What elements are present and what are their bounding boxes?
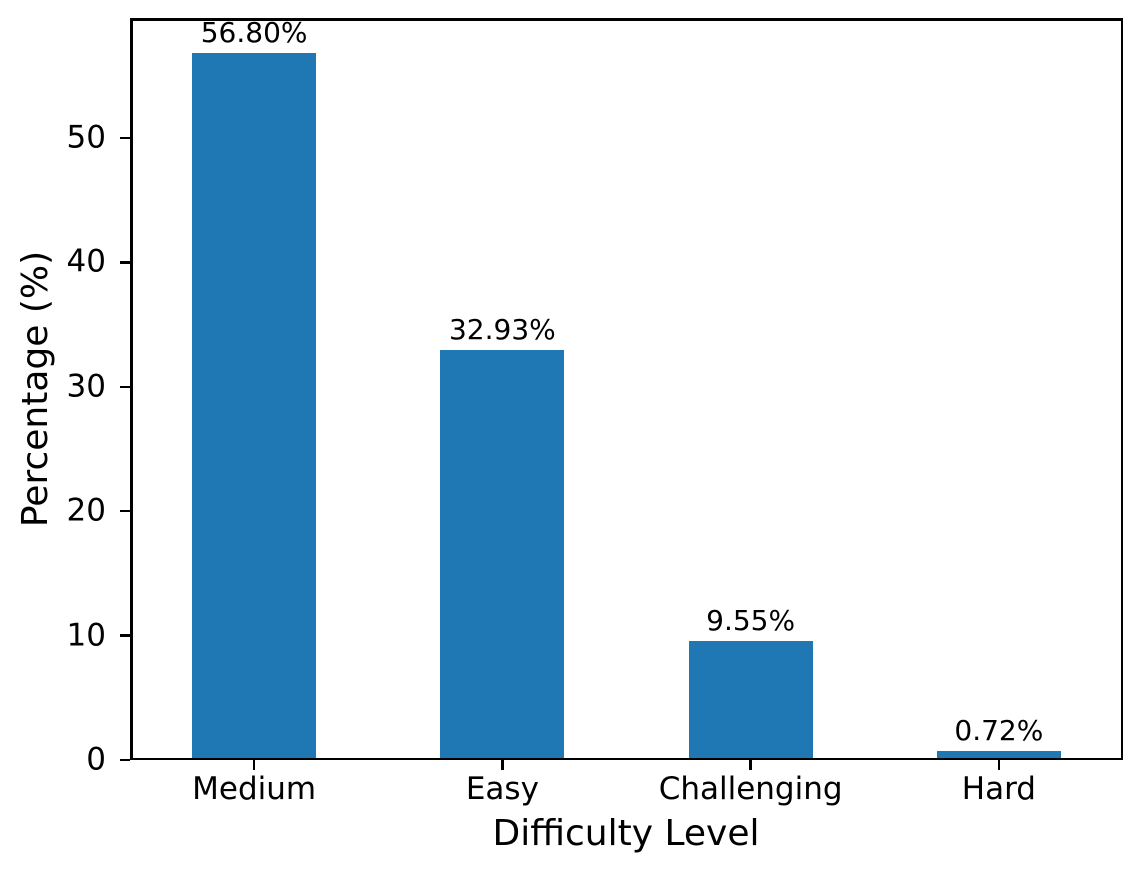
x-tick-label: Hard	[961, 771, 1036, 807]
y-tick-label: 20	[66, 492, 106, 529]
y-tick-label: 50	[66, 119, 106, 156]
x-tick-label: Easy	[465, 771, 539, 807]
y-tick-mark	[120, 136, 130, 140]
x-tick-mark	[501, 760, 504, 770]
x-tick-label: Medium	[192, 771, 317, 807]
y-tick-mark	[120, 758, 130, 762]
y-tick-label: 10	[66, 617, 106, 654]
y-tick-mark	[120, 509, 130, 513]
bar-value-label: 56.80%	[200, 16, 308, 50]
plot-spine-right	[1120, 18, 1123, 760]
x-axis-label: Difficulty Level	[492, 813, 760, 854]
y-tick-mark	[120, 634, 130, 637]
bar-challenging	[688, 641, 813, 760]
x-tick-mark	[997, 760, 1001, 770]
bar-value-label: 0.72%	[954, 714, 1044, 748]
y-tick-mark	[120, 385, 130, 388]
bar-hard	[936, 751, 1061, 760]
x-tick-mark	[252, 760, 256, 770]
bar-easy	[440, 350, 565, 760]
x-tick-mark	[749, 760, 752, 770]
y-tick-label: 40	[66, 243, 106, 280]
plot-spine-bottom	[130, 757, 1123, 760]
y-tick-label: 0	[86, 741, 106, 778]
x-tick-label: Challenging	[658, 771, 843, 807]
bar-medium	[192, 53, 317, 760]
bar-value-label: 32.93%	[448, 313, 556, 347]
plot-spine-left	[130, 18, 133, 760]
plot-area: 56.80% 32.93% 9.55% 0.72% Medium Easy Challen…	[67, 16, 1123, 805]
plot-spine-top	[130, 18, 1123, 21]
y-tick-mark	[120, 261, 130, 264]
y-tick-label: 30	[66, 368, 106, 405]
bar-value-label: 9.55%	[706, 604, 796, 638]
